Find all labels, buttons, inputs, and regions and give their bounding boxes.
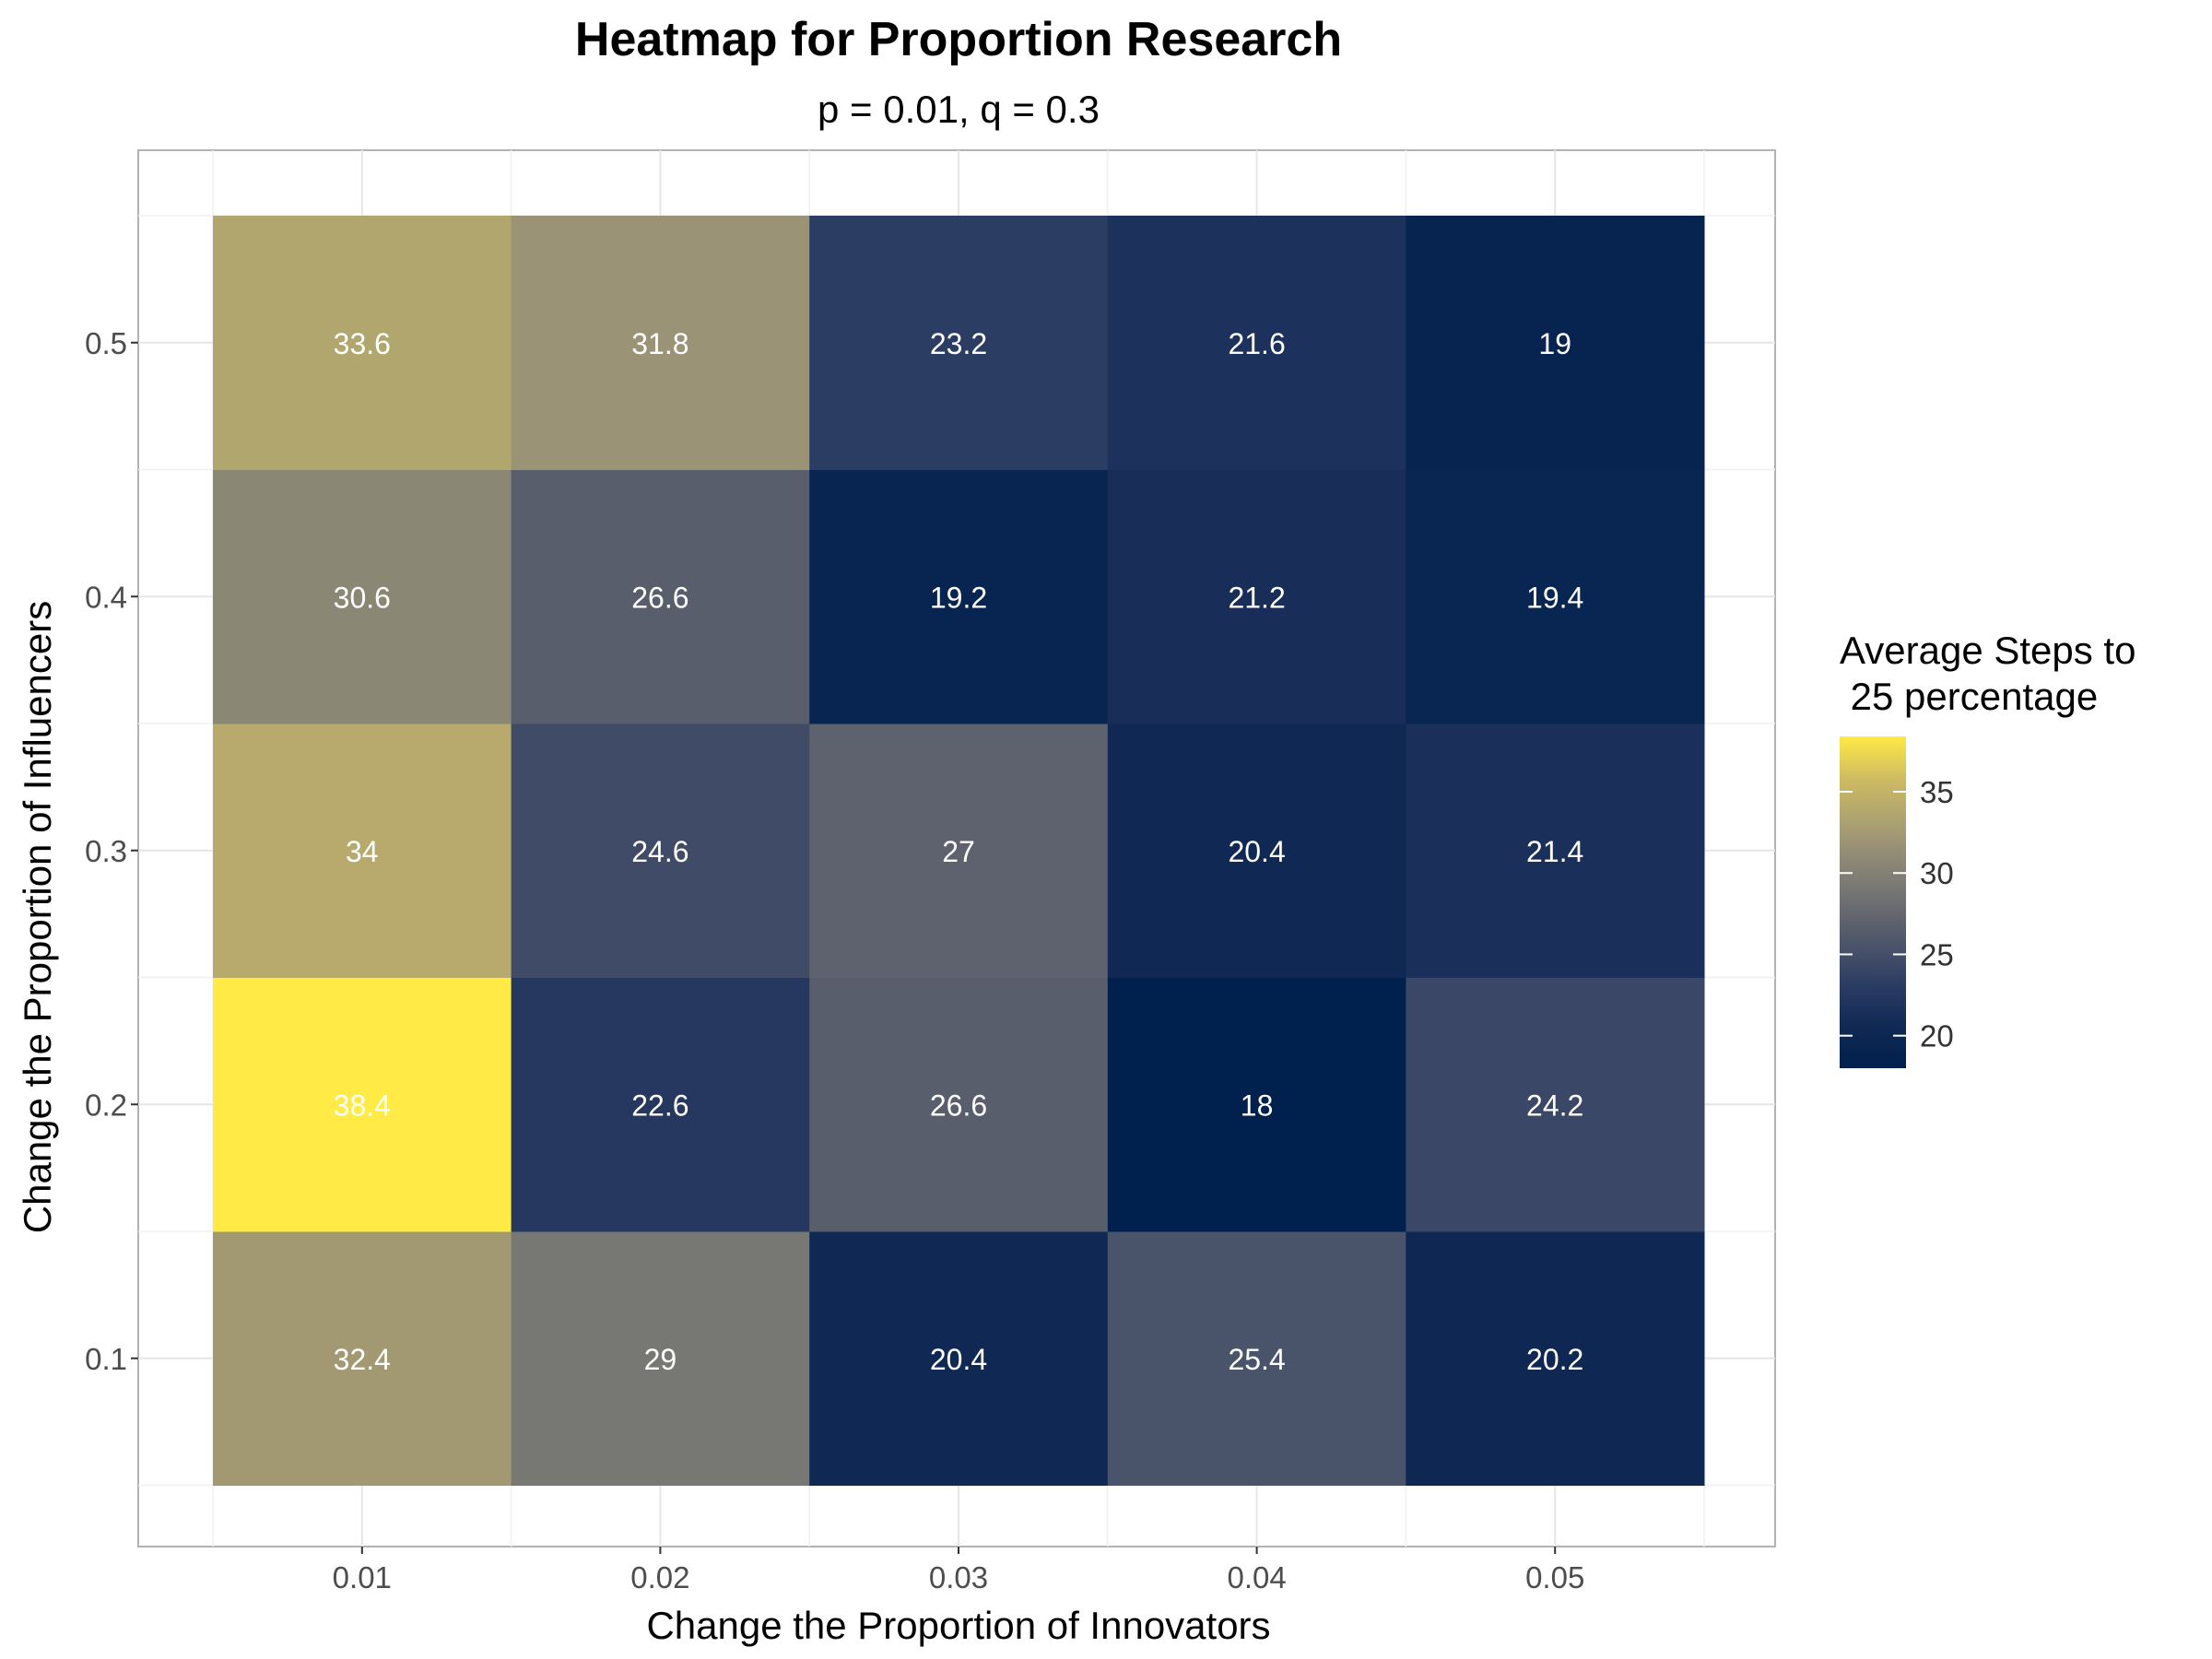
heatmap-cell: [213, 469, 512, 724]
cell-value-label: 19.4: [1526, 581, 1583, 614]
cell-value-label: 20.4: [930, 1343, 987, 1376]
y-tick-label: 0.3: [85, 834, 127, 868]
legend-title-line-2: 25 percentage: [1840, 675, 2098, 718]
heatmap-cell: [1406, 216, 1705, 470]
x-tick-label: 0.04: [1227, 1560, 1286, 1594]
cell-value-label: 24.6: [631, 835, 688, 868]
cell-value-label: 20.4: [1228, 835, 1285, 868]
y-tick-label: 0.4: [85, 580, 127, 614]
y-tick-label: 0.1: [85, 1342, 127, 1376]
heatmap-cell: [511, 724, 810, 978]
heatmap-cell: [213, 977, 512, 1232]
chart-subtitle: p = 0.01, q = 0.3: [818, 88, 1100, 131]
heatmap-cells: [213, 216, 1705, 1486]
heatmap-cell: [1107, 724, 1406, 978]
cell-value-label: 26.6: [930, 1088, 987, 1122]
chart-title: Heatmap for Proportion Research: [575, 13, 1342, 66]
heatmap-cell: [1107, 469, 1406, 724]
y-tick-label: 0.2: [85, 1088, 127, 1122]
heatmap-cell: [213, 216, 512, 470]
cell-value-label: 34: [346, 835, 379, 868]
legend-tick-label: 25: [1920, 937, 1954, 971]
cell-value-label: 21.4: [1526, 835, 1583, 868]
cell-value-label: 38.4: [334, 1088, 391, 1122]
heatmap-cell: [809, 724, 1109, 978]
cell-value-label: 22.6: [631, 1088, 688, 1122]
heatmap-cell: [1107, 216, 1406, 470]
y-tick-label: 0.5: [85, 326, 127, 360]
cell-value-label: 19: [1538, 327, 1571, 360]
cell-value-label: 19.2: [930, 581, 987, 614]
cell-value-label: 29: [644, 1343, 677, 1376]
cell-value-label: 32.4: [334, 1343, 391, 1376]
heatmap-cell: [1107, 1231, 1406, 1486]
x-tick-label: 0.03: [929, 1560, 988, 1594]
heatmap-cell: [1406, 977, 1705, 1232]
heatmap-cell: [1107, 977, 1406, 1232]
color-legend: Average Steps to 25 percentage 20 25 30 35: [1840, 629, 2136, 1068]
legend-color-bar: [1840, 736, 1906, 1068]
cell-value-label: 24.2: [1526, 1088, 1583, 1122]
heatmap-cell: [809, 216, 1109, 470]
heatmap-cell: [511, 1231, 810, 1486]
cell-value-label: 31.8: [631, 327, 688, 360]
x-axis-ticks: 0.01 0.02 0.03 0.04 0.05: [333, 1547, 1584, 1594]
legend-tick-label: 20: [1920, 1019, 1954, 1053]
x-tick-label: 0.02: [630, 1560, 689, 1594]
cell-value-label: 18: [1241, 1088, 1274, 1122]
y-axis-ticks: 0.1 0.2 0.3 0.4 0.5: [85, 326, 138, 1376]
heatmap-cell: [809, 977, 1109, 1232]
heatmap-cell: [511, 977, 810, 1232]
cell-value-label: 26.6: [631, 581, 688, 614]
cell-value-label: 21.2: [1228, 581, 1285, 614]
cell-labels: 32.4 29 20.4 25.4 20.2 38.4 22.6 26.6 18 24.2 34 24…: [334, 327, 1584, 1376]
heatmap-cell: [1406, 469, 1705, 724]
y-axis-title: Change the Proportion of Influencers: [16, 601, 59, 1233]
legend-tick-label: 35: [1920, 775, 1954, 809]
cell-value-label: 21.6: [1228, 327, 1285, 360]
cell-value-label: 25.4: [1228, 1343, 1285, 1376]
heatmap-cell: [511, 216, 810, 470]
cell-value-label: 20.2: [1526, 1343, 1583, 1376]
heatmap-cell: [1406, 724, 1705, 978]
legend-tick-label: 30: [1920, 856, 1954, 890]
legend-title-line-1: Average Steps to: [1840, 629, 2136, 672]
heatmap-cell: [809, 1231, 1109, 1486]
heatmap-cell: [1406, 1231, 1705, 1486]
x-tick-label: 0.01: [333, 1560, 392, 1594]
heatmap-cell: [511, 469, 810, 724]
x-axis-title: Change the Proportion of Innovators: [646, 1604, 1270, 1647]
cell-value-label: 30.6: [334, 581, 391, 614]
x-tick-label: 0.05: [1525, 1560, 1584, 1594]
heatmap-cell: [213, 1231, 512, 1486]
cell-value-label: 23.2: [930, 327, 987, 360]
cell-value-label: 27: [942, 835, 975, 868]
heatmap-cell: [809, 469, 1109, 724]
heatmap-cell: [213, 724, 512, 978]
legend-ticks: 20 25 30 35: [1840, 775, 1954, 1053]
cell-value-label: 33.6: [334, 327, 391, 360]
